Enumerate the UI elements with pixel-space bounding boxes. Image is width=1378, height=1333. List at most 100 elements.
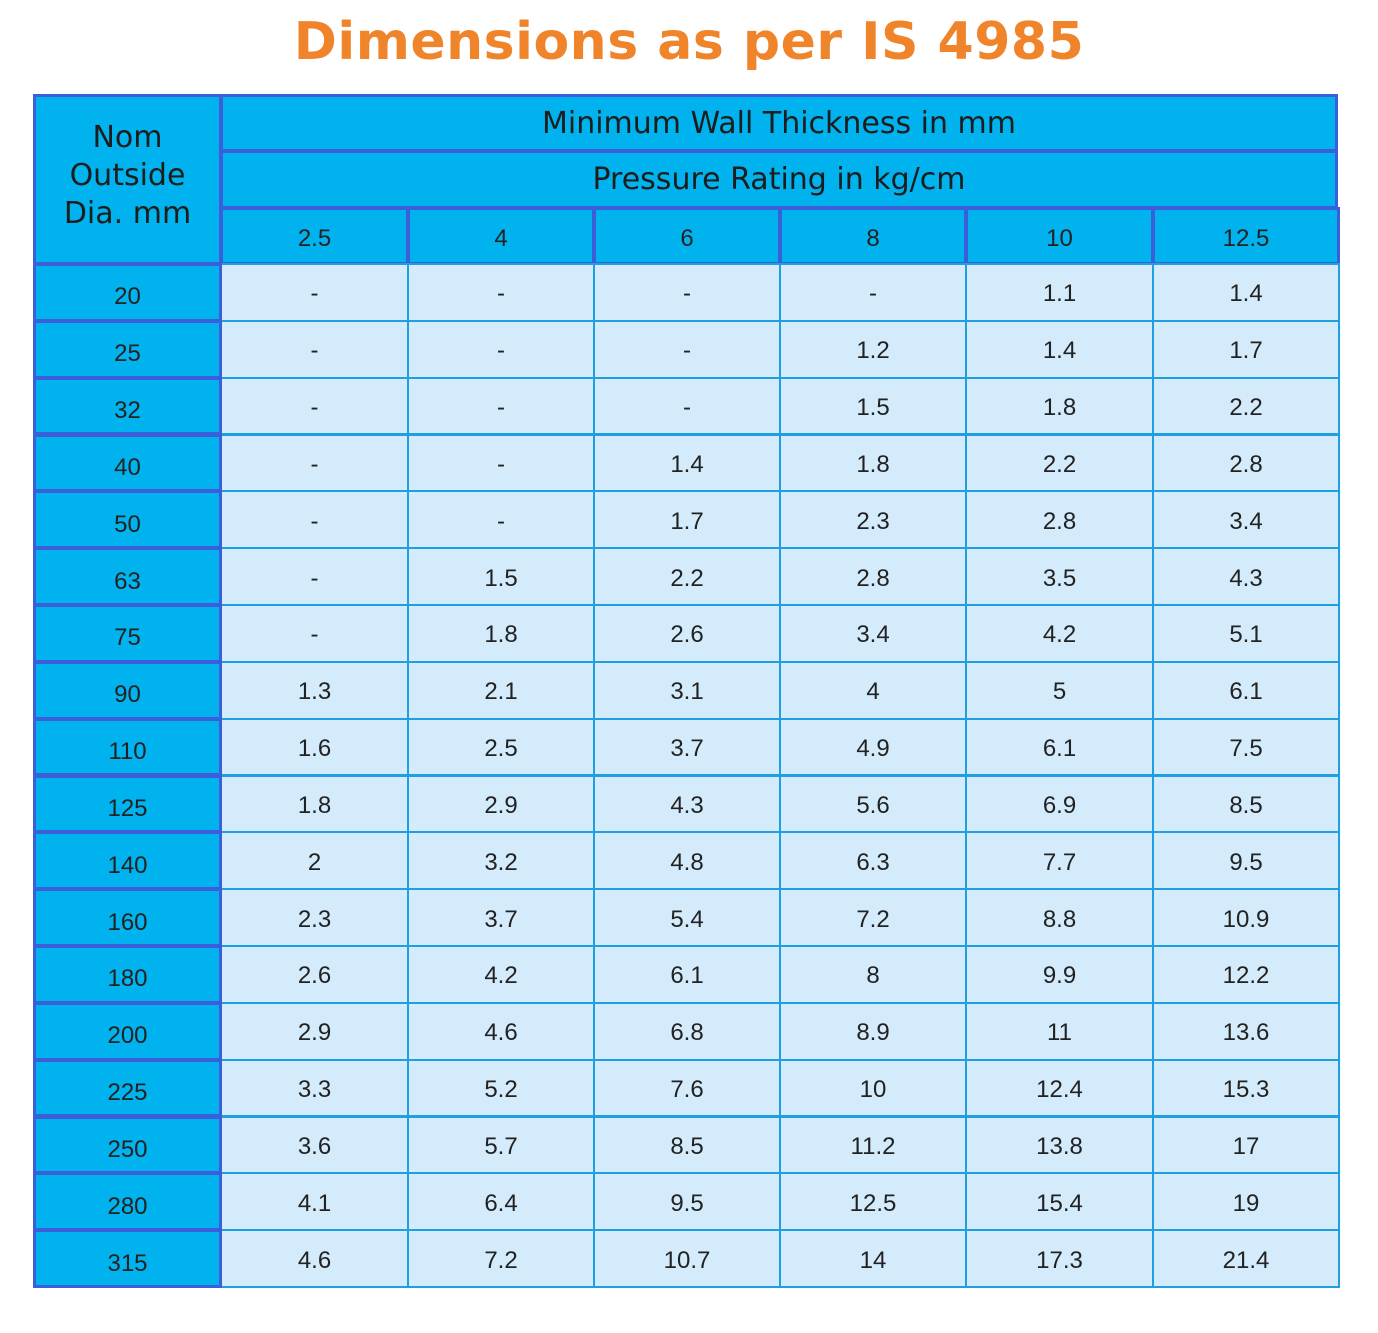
data-cell: 3.2 <box>407 831 595 891</box>
data-cell: 4.1 <box>220 1172 409 1232</box>
column-header: 12.5 <box>1152 207 1340 265</box>
data-cell: 7.2 <box>407 1229 595 1288</box>
data-cell: 2.8 <box>779 547 967 606</box>
data-cell: - <box>220 319 409 379</box>
data-cell: - <box>407 490 595 550</box>
data-cell: 8 <box>779 945 967 1004</box>
data-cell: - <box>220 547 409 606</box>
data-cell: 2 <box>220 831 409 891</box>
data-cell: 3.1 <box>593 660 781 720</box>
data-cell: 4.8 <box>593 831 781 891</box>
data-cell: 1.8 <box>779 433 967 493</box>
data-cell: - <box>779 263 967 322</box>
column-header: 2.5 <box>220 207 409 265</box>
sub-header: Pressure Rating in kg/cm <box>220 150 1338 209</box>
data-cell: 4.9 <box>779 717 967 777</box>
data-cell: 1.7 <box>593 490 781 550</box>
data-cell: 6.9 <box>965 774 1154 834</box>
data-cell: 4.2 <box>407 945 595 1004</box>
row-header: 180 <box>33 945 222 1004</box>
data-cell: 5.4 <box>593 888 781 947</box>
column-header: 10 <box>965 207 1154 265</box>
data-cell: 12.2 <box>1152 945 1340 1004</box>
column-header: 4 <box>407 207 595 265</box>
row-header: 63 <box>33 547 222 606</box>
data-cell: 2.8 <box>965 490 1154 550</box>
row-header: 32 <box>33 376 222 436</box>
row-header: 280 <box>33 1172 222 1232</box>
data-cell: 2.9 <box>407 774 595 834</box>
data-cell: 3.6 <box>220 1115 409 1175</box>
data-cell: 1.4 <box>1152 263 1340 322</box>
data-cell: - <box>220 490 409 550</box>
data-cell: 2.2 <box>593 547 781 606</box>
data-cell: 1.6 <box>220 717 409 777</box>
data-cell: - <box>407 319 595 379</box>
data-cell: 2.3 <box>220 888 409 947</box>
data-cell: 21.4 <box>1152 1229 1340 1288</box>
row-header: 40 <box>33 433 222 493</box>
data-cell: 4.3 <box>593 774 781 834</box>
data-cell: 14 <box>779 1229 967 1288</box>
data-cell: 11 <box>965 1001 1154 1061</box>
row-header: 160 <box>33 888 222 947</box>
data-cell: 2.2 <box>1152 376 1340 436</box>
data-cell: 1.8 <box>407 604 595 663</box>
data-cell: 6.8 <box>593 1001 781 1061</box>
data-cell: 6.3 <box>779 831 967 891</box>
column-header: 8 <box>779 207 967 265</box>
data-cell: 12.4 <box>965 1058 1154 1118</box>
row-header: 200 <box>33 1001 222 1061</box>
data-cell: - <box>220 604 409 663</box>
data-cell: 5.7 <box>407 1115 595 1175</box>
data-cell: 7.7 <box>965 831 1154 891</box>
data-cell: 4.2 <box>965 604 1154 663</box>
data-cell: 12.5 <box>779 1172 967 1232</box>
row-header: 20 <box>33 263 222 322</box>
row-header: 110 <box>33 717 222 777</box>
data-cell: 7.5 <box>1152 717 1340 777</box>
data-cell: - <box>407 263 595 322</box>
data-cell: 2.9 <box>220 1001 409 1061</box>
data-cell: 6.1 <box>965 717 1154 777</box>
data-cell: 2.8 <box>1152 433 1340 493</box>
data-cell: 8.9 <box>779 1001 967 1061</box>
data-cell: 2.3 <box>779 490 967 550</box>
data-cell: 2.2 <box>965 433 1154 493</box>
data-cell: 2.1 <box>407 660 595 720</box>
data-cell: - <box>220 376 409 436</box>
data-cell: 4.6 <box>407 1001 595 1061</box>
data-cell: - <box>407 433 595 493</box>
data-cell: 13.6 <box>1152 1001 1340 1061</box>
data-cell: 6.1 <box>593 945 781 1004</box>
data-cell: 5.6 <box>779 774 967 834</box>
data-cell: 9.5 <box>593 1172 781 1232</box>
data-cell: 10.7 <box>593 1229 781 1288</box>
row-header: 25 <box>33 319 222 379</box>
corner-line: Nom <box>92 119 163 155</box>
group-header: Minimum Wall Thickness in mm <box>220 94 1338 152</box>
data-cell: 1.5 <box>407 547 595 606</box>
data-cell: 9.5 <box>1152 831 1340 891</box>
data-cell: - <box>220 263 409 322</box>
data-cell: 15.3 <box>1152 1058 1340 1118</box>
data-cell: 1.8 <box>220 774 409 834</box>
data-cell: 1.3 <box>220 660 409 720</box>
data-cell: 7.2 <box>779 888 967 947</box>
data-cell: 4 <box>779 660 967 720</box>
data-cell: 1.4 <box>965 319 1154 379</box>
data-cell: 8.5 <box>1152 774 1340 834</box>
data-cell: - <box>593 376 781 436</box>
row-header: 90 <box>33 660 222 720</box>
data-cell: 10 <box>779 1058 967 1118</box>
data-cell: 17 <box>1152 1115 1340 1175</box>
data-cell: 19 <box>1152 1172 1340 1232</box>
data-cell: 3.3 <box>220 1058 409 1118</box>
data-cell: 3.5 <box>965 547 1154 606</box>
data-cell: 7.6 <box>593 1058 781 1118</box>
row-header: 50 <box>33 490 222 550</box>
data-cell: 15.4 <box>965 1172 1154 1232</box>
data-cell: 3.7 <box>593 717 781 777</box>
data-cell: 13.8 <box>965 1115 1154 1175</box>
